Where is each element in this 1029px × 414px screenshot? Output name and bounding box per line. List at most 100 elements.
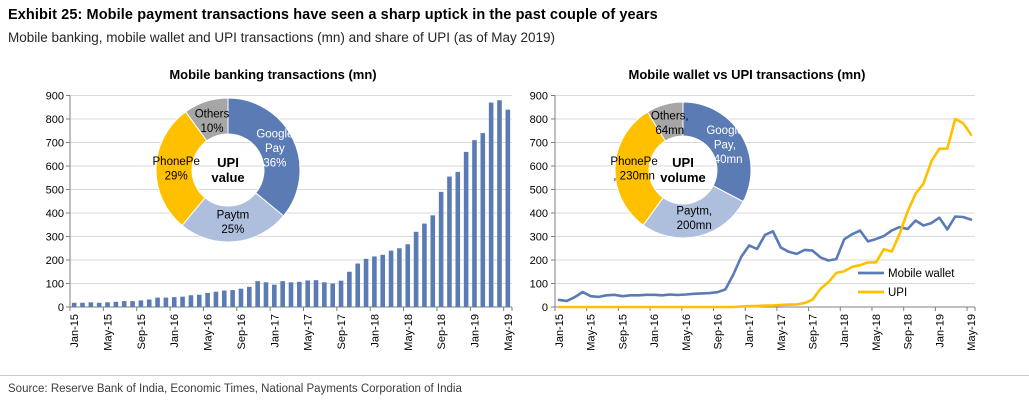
bar [288, 282, 294, 307]
bar [88, 302, 94, 307]
donut-label-phonepe: , 230mn [613, 170, 655, 182]
x-tick-label: May-16 [203, 314, 215, 351]
donut-label-paytm: Paytm, [676, 205, 712, 217]
x-tick-label: May-15 [103, 314, 115, 351]
donut-slice-phonepe [614, 111, 666, 226]
line-upi [557, 117, 973, 309]
y-tick-label: 100 [530, 279, 548, 291]
x-tick-label: May-18 [871, 314, 883, 351]
bar [263, 282, 269, 307]
donut-slice-phonepe [155, 111, 208, 227]
bar [472, 140, 477, 307]
x-tick-label: May-16 [681, 314, 693, 351]
y-tick-label: 500 [46, 185, 64, 197]
bar [480, 133, 486, 307]
gridlines [555, 95, 975, 284]
donut-label-google-pay: 36% [263, 157, 286, 169]
bar [305, 280, 310, 307]
x-tick-label: Sep-17 [808, 314, 820, 349]
x-tick-label: Jan-17 [744, 314, 756, 348]
donut-center-label: volume [660, 170, 706, 185]
bar [146, 299, 152, 307]
x-tick-label: Sep-17 [336, 314, 348, 349]
y-tick-label: 0 [58, 302, 64, 314]
bar [80, 302, 85, 307]
y-axis-labels: 0 100 200 300 400 500 600 700 800 900 [530, 91, 555, 314]
x-tick-label: Sep-15 [136, 314, 148, 349]
x-tick-label: May-19 [503, 314, 515, 351]
line-mobile-wallet [557, 215, 973, 303]
donut-slice-google-pay [227, 97, 301, 217]
bar [355, 263, 361, 307]
y-tick-label: 800 [46, 114, 64, 126]
x-tick-label: May-18 [403, 314, 415, 351]
donut-label-google-pay: Pay [265, 143, 285, 155]
bar [397, 248, 402, 307]
bar [363, 258, 369, 307]
x-tick-label: Jan-18 [839, 314, 851, 348]
donut-slice-others [184, 97, 229, 142]
y-tick-label: 700 [530, 138, 548, 150]
x-tick-label: May-15 [586, 314, 598, 351]
y-tick-label: 600 [530, 161, 548, 173]
bar [447, 176, 452, 307]
x-axis-labels: Jan-15 May-15 Sep-15 Jan-16 May-16 Sep-16 Jan-… [554, 307, 978, 351]
bar [413, 231, 419, 307]
y-tick-label: 200 [46, 255, 64, 267]
donut-label-phonepe: PhonePe [610, 156, 657, 168]
bar [438, 191, 444, 307]
y-tick-label: 200 [530, 255, 548, 267]
x-tick-label: May-19 [966, 314, 978, 351]
x-tick-label: Sep-16 [236, 314, 248, 349]
y-tick-label: 400 [530, 208, 548, 220]
bar [380, 254, 386, 307]
bar [430, 215, 436, 307]
x-tick-label: Jan-15 [554, 314, 566, 348]
y-tick-label: 900 [530, 91, 548, 103]
donut-slice-google-pay [682, 101, 752, 203]
donut-label-others: Others [195, 108, 230, 120]
x-tick-label: Sep-16 [712, 314, 724, 349]
donut-label-phonepe: PhonePe [153, 156, 200, 168]
donut-label-google-pay: Google [256, 128, 293, 140]
bar [338, 280, 344, 307]
bar [405, 244, 411, 307]
donut-label-others: 64mn [655, 125, 684, 137]
bar [171, 297, 177, 307]
exhibit-subtitle: Mobile banking, mobile wallet and UPI tr… [8, 30, 556, 45]
bar [297, 281, 302, 307]
x-tick-label: Jan-17 [269, 314, 281, 348]
x-tick-label: Sep-18 [436, 314, 448, 349]
donut-label-paytm: Paytm [217, 209, 250, 221]
x-tick-label: Jan-18 [369, 314, 381, 348]
source-text: Source: Reserve Bank of India, Economic … [8, 383, 462, 395]
x-tick-label: Jan-16 [649, 314, 661, 348]
donut-label-paytm: 25% [221, 224, 244, 236]
y-tick-label: 300 [46, 232, 64, 244]
bar-series [71, 100, 511, 307]
bar [105, 302, 110, 307]
donut-label-others: Others, [651, 111, 689, 123]
donut-label-others: 10% [200, 123, 223, 135]
x-tick-label: May-17 [303, 314, 315, 351]
bar [138, 300, 144, 307]
line-series [557, 117, 973, 309]
bar [163, 297, 169, 307]
bar [213, 291, 219, 307]
bar [497, 100, 502, 307]
bar [155, 297, 160, 307]
x-tick-label: Jan-16 [169, 314, 181, 348]
bar [272, 284, 277, 307]
legend: Mobile wallet UPI [858, 268, 955, 299]
y-tick-label: 300 [530, 232, 548, 244]
y-axis-labels: 0 100 200 300 400 500 600 700 800 900 [46, 91, 70, 314]
bar [313, 280, 319, 307]
bar [230, 290, 235, 307]
bar [463, 151, 469, 307]
bar [196, 294, 202, 307]
bar [322, 282, 327, 307]
x-tick-label: Jan-15 [69, 314, 81, 348]
x-axis-labels: Jan-15 May-15 Sep-15 Jan-16 May-16 Sep-16 Jan-… [69, 307, 515, 351]
